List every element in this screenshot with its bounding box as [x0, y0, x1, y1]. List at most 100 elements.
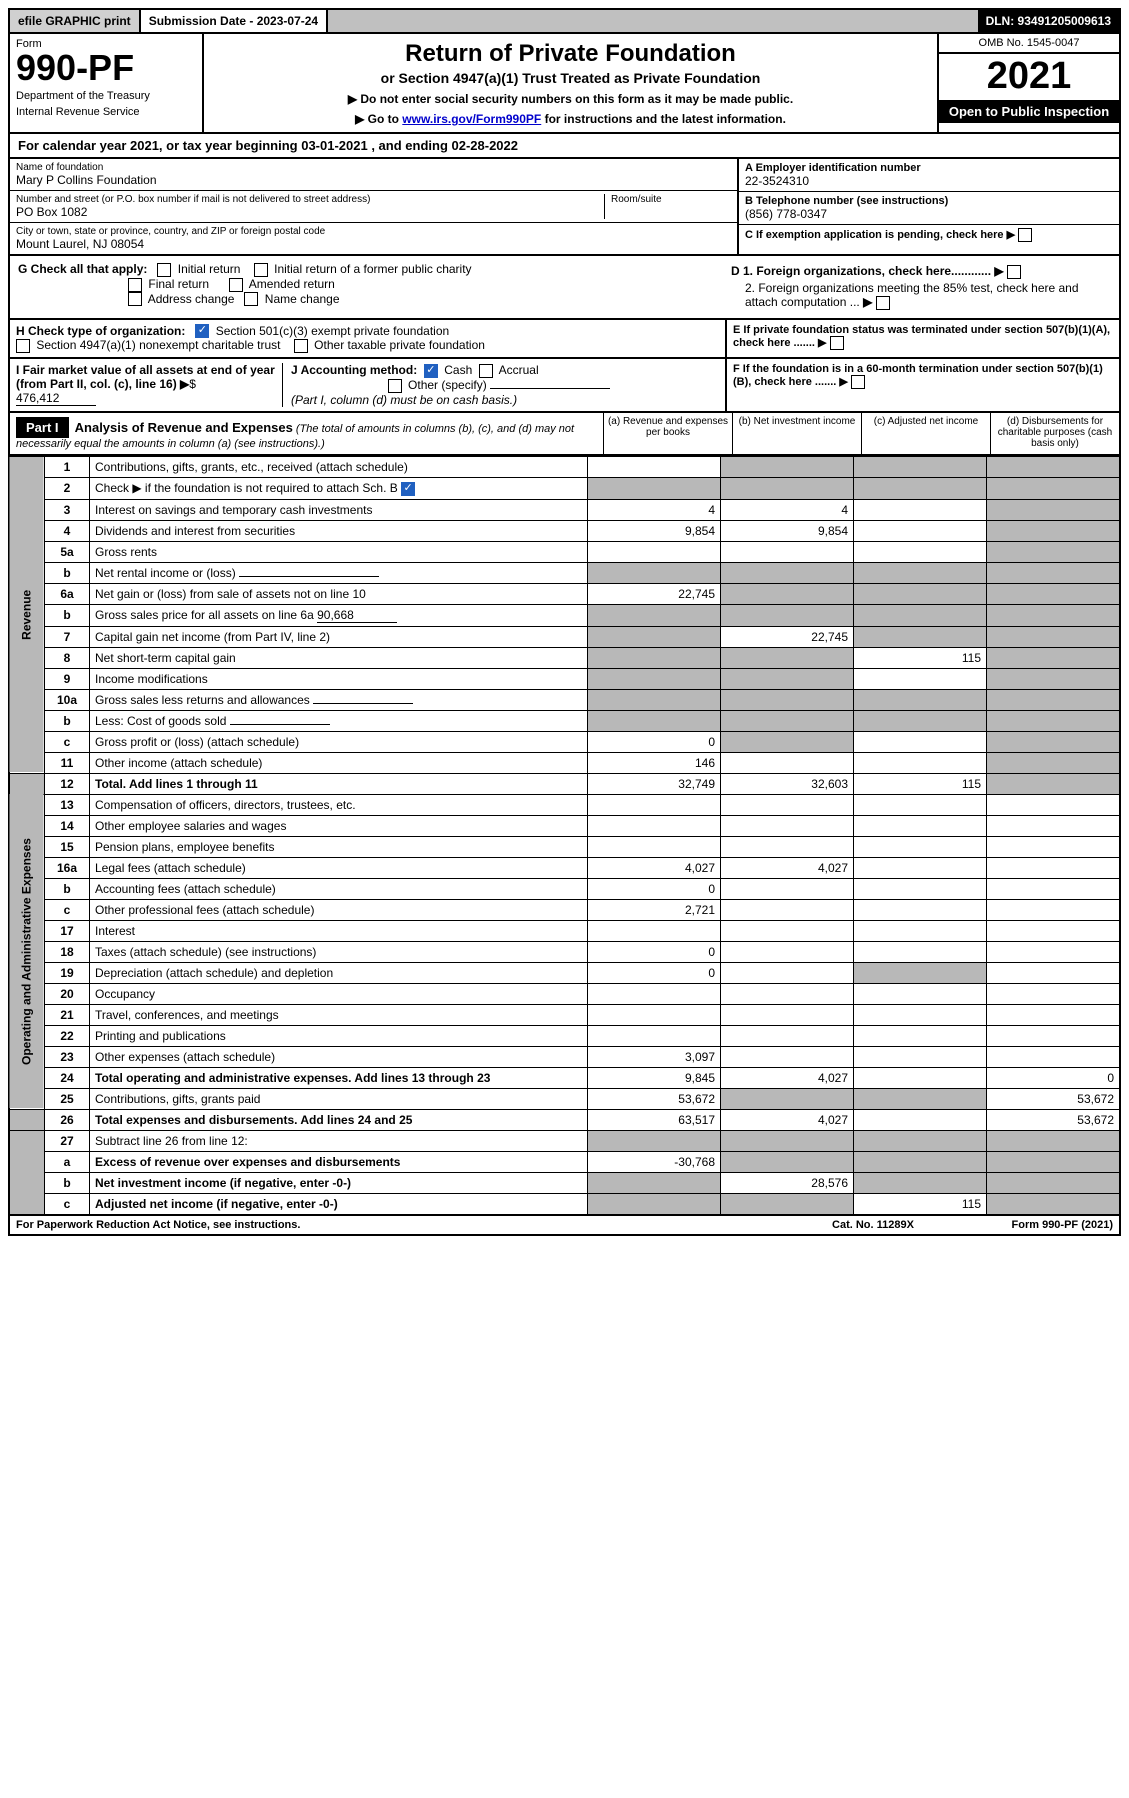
name-change-label: Name change	[265, 292, 340, 306]
line-15: 15Pension plans, employee benefits	[9, 836, 1120, 857]
col-c-header: (c) Adjusted net income	[861, 413, 990, 454]
city-label: City or town, state or province, country…	[16, 226, 731, 237]
line-5b-desc: Net rental income or (loss)	[90, 562, 588, 583]
header-center: Return of Private Foundation or Section …	[204, 34, 937, 132]
part1-badge: Part I	[16, 417, 69, 438]
line-2-desc: Check ▶ if the foundation is not require…	[90, 477, 588, 499]
l19-a: 0	[588, 962, 721, 983]
l12-a: 32,749	[588, 773, 721, 794]
name-cell: Name of foundation Mary P Collins Founda…	[10, 159, 737, 191]
col-b-header: (b) Net investment income	[732, 413, 861, 454]
form-title: Return of Private Foundation	[214, 40, 927, 68]
header-right: OMB No. 1545-0047 2021 Open to Public In…	[937, 34, 1119, 132]
l10c-a: 0	[588, 731, 721, 752]
amended-return-label: Amended return	[249, 277, 335, 291]
dln-label: DLN: 93491205009613	[978, 10, 1119, 32]
initial-former-checkbox[interactable]	[254, 263, 268, 277]
e-checkbox[interactable]	[830, 336, 844, 350]
line-19: 19Depreciation (attach schedule) and dep…	[9, 962, 1120, 983]
4947-checkbox[interactable]	[16, 339, 30, 353]
final-return-checkbox[interactable]	[128, 278, 142, 292]
h-row: H Check type of organization: Section 50…	[8, 320, 1121, 360]
l24-a: 9,845	[588, 1067, 721, 1088]
line-16b-desc: Accounting fees (attach schedule)	[90, 878, 588, 899]
part1-table: Revenue 1Contributions, gifts, grants, e…	[8, 456, 1121, 1216]
line-5b: bNet rental income or (loss)	[9, 562, 1120, 583]
c-checkbox[interactable]	[1018, 228, 1032, 242]
other-taxable-checkbox[interactable]	[294, 339, 308, 353]
line-16b: bAccounting fees (attach schedule) 0	[9, 878, 1120, 899]
line-5a: 5aGross rents	[9, 541, 1120, 562]
l8-c: 115	[854, 647, 987, 668]
line-14: 14Other employee salaries and wages	[9, 815, 1120, 836]
line-27-desc: Subtract line 26 from line 12:	[90, 1130, 588, 1151]
foundation-info: Name of foundation Mary P Collins Founda…	[8, 159, 1121, 256]
amended-return-checkbox[interactable]	[229, 278, 243, 292]
ein-cell: A Employer identification number 22-3524…	[739, 159, 1119, 192]
line-8-desc: Net short-term capital gain	[90, 647, 588, 668]
col-d-header: (d) Disbursements for charitable purpose…	[990, 413, 1119, 454]
d1-checkbox[interactable]	[1007, 265, 1021, 279]
line-4: 4Dividends and interest from securities …	[9, 520, 1120, 541]
c-label: C If exemption application is pending, c…	[745, 229, 1004, 241]
line-27: 27Subtract line 26 from line 12:	[9, 1130, 1120, 1151]
revenue-side-label: Revenue	[9, 456, 45, 773]
address-row: Number and street (or P.O. box number if…	[10, 191, 737, 223]
initial-return-checkbox[interactable]	[157, 263, 171, 277]
f-checkbox[interactable]	[851, 375, 865, 389]
j-label: J Accounting method:	[291, 363, 417, 377]
line-20: 20Occupancy	[9, 983, 1120, 1004]
efile-print-button[interactable]: efile GRAPHIC print	[10, 10, 141, 32]
l24-b: 4,027	[721, 1067, 854, 1088]
part1-header-row: Part I Analysis of Revenue and Expenses …	[8, 413, 1121, 456]
top-bar: efile GRAPHIC print Submission Date - 20…	[8, 8, 1121, 34]
l27a-a: -30,768	[588, 1151, 721, 1172]
footer: For Paperwork Reduction Act Notice, see …	[8, 1216, 1121, 1236]
foundation-address: PO Box 1082	[16, 205, 604, 219]
line-2: 2Check ▶ if the foundation is not requir…	[9, 477, 1120, 499]
line-10b-desc: Less: Cost of goods sold	[90, 710, 588, 731]
line-17: 17Interest	[9, 920, 1120, 941]
g-label: G Check all that apply:	[18, 262, 147, 276]
501c3-label: Section 501(c)(3) exempt private foundat…	[216, 324, 449, 338]
line-3-desc: Interest on savings and temporary cash i…	[90, 499, 588, 520]
schb-checkbox[interactable]	[401, 482, 415, 496]
line-15-desc: Pension plans, employee benefits	[90, 836, 588, 857]
accrual-checkbox[interactable]	[479, 364, 493, 378]
room-label: Room/suite	[611, 194, 731, 205]
omb-number: OMB No. 1545-0047	[939, 34, 1119, 54]
line-16c-desc: Other professional fees (attach schedule…	[90, 899, 588, 920]
d1-label: D 1. Foreign organizations, check here..…	[731, 264, 991, 278]
dept-irs: Internal Revenue Service	[16, 106, 196, 118]
instr-post: for instructions and the latest informat…	[541, 112, 786, 126]
name-change-checkbox[interactable]	[244, 292, 258, 306]
l27c-c: 115	[854, 1193, 987, 1215]
line-6b: bGross sales price for all assets on lin…	[9, 604, 1120, 626]
cash-checkbox[interactable]	[424, 364, 438, 378]
arrow-icon: ▶	[1007, 229, 1015, 241]
line-9-desc: Income modifications	[90, 668, 588, 689]
line-7: 7Capital gain net income (from Part IV, …	[9, 626, 1120, 647]
line-10a-desc: Gross sales less returns and allowances	[90, 689, 588, 710]
d2-checkbox[interactable]	[876, 296, 890, 310]
ein-label: A Employer identification number	[745, 162, 1113, 174]
header-left: Form 990-PF Department of the Treasury I…	[10, 34, 204, 132]
l12-b: 32,603	[721, 773, 854, 794]
irs-link[interactable]: www.irs.gov/Form990PF	[402, 112, 541, 126]
line-16c: cOther professional fees (attach schedul…	[9, 899, 1120, 920]
line-27a-desc: Excess of revenue over expenses and disb…	[90, 1151, 588, 1172]
final-return-label: Final return	[148, 277, 209, 291]
line-20-desc: Occupancy	[90, 983, 588, 1004]
line-1-desc: Contributions, gifts, grants, etc., rece…	[90, 456, 588, 477]
address-change-checkbox[interactable]	[128, 292, 142, 306]
line-4-desc: Dividends and interest from securities	[90, 520, 588, 541]
line-9: 9Income modifications	[9, 668, 1120, 689]
other-method-checkbox[interactable]	[388, 379, 402, 393]
other-taxable-label: Other taxable private foundation	[314, 338, 485, 352]
501c3-checkbox[interactable]	[195, 324, 209, 338]
part1-title: Analysis of Revenue and Expenses	[75, 420, 293, 435]
line-14-desc: Other employee salaries and wages	[90, 815, 588, 836]
line-13-desc: Compensation of officers, directors, tru…	[90, 794, 588, 815]
instr-pre: ▶ Go to	[355, 112, 402, 126]
l25-d: 53,672	[987, 1088, 1121, 1109]
